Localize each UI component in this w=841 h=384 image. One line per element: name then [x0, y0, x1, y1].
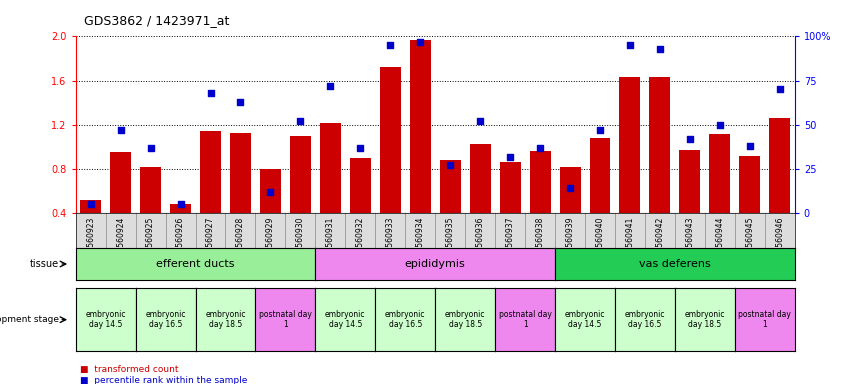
Point — [294, 118, 307, 124]
Text: GSM560941: GSM560941 — [626, 217, 634, 263]
Bar — [680, 150, 701, 257]
Text: GSM560940: GSM560940 — [595, 217, 605, 263]
Point — [593, 127, 606, 133]
Text: GSM560926: GSM560926 — [176, 217, 185, 263]
Bar — [410, 40, 431, 257]
Text: GSM560928: GSM560928 — [236, 217, 245, 263]
Point — [743, 143, 757, 149]
Text: embryonic
day 14.5: embryonic day 14.5 — [325, 310, 366, 329]
Text: GSM560945: GSM560945 — [745, 217, 754, 263]
Text: GSM560927: GSM560927 — [206, 217, 215, 263]
Point — [563, 185, 577, 192]
Text: GSM560936: GSM560936 — [476, 217, 484, 263]
Text: GSM560925: GSM560925 — [146, 217, 155, 263]
Bar — [140, 167, 161, 257]
Point — [383, 42, 397, 48]
Bar — [380, 68, 401, 257]
Text: GSM560937: GSM560937 — [505, 217, 515, 263]
Point — [683, 136, 696, 142]
Bar — [469, 144, 490, 257]
Text: efferent ducts: efferent ducts — [156, 259, 235, 269]
Text: GDS3862 / 1423971_at: GDS3862 / 1423971_at — [84, 14, 230, 27]
Text: GSM560931: GSM560931 — [325, 217, 335, 263]
Text: ■  percentile rank within the sample: ■ percentile rank within the sample — [80, 376, 247, 384]
Text: GSM560944: GSM560944 — [716, 217, 724, 263]
Bar — [530, 151, 551, 257]
Point — [114, 127, 127, 133]
Point — [653, 46, 667, 52]
Point — [264, 189, 278, 195]
Text: GSM560932: GSM560932 — [356, 217, 365, 263]
Point — [174, 201, 188, 207]
Text: GSM560939: GSM560939 — [565, 217, 574, 263]
Bar — [500, 162, 521, 257]
Text: GSM560943: GSM560943 — [685, 217, 695, 263]
Text: postnatal day
1: postnatal day 1 — [738, 310, 791, 329]
Point — [204, 90, 217, 96]
Point — [533, 145, 547, 151]
Point — [773, 86, 786, 93]
Text: GSM560942: GSM560942 — [655, 217, 664, 263]
Point — [504, 154, 517, 160]
Point — [234, 99, 247, 105]
Text: GSM560929: GSM560929 — [266, 217, 275, 263]
Text: GSM560933: GSM560933 — [386, 217, 394, 263]
Bar — [170, 204, 191, 257]
Text: embryonic
day 18.5: embryonic day 18.5 — [445, 310, 485, 329]
Bar — [590, 138, 611, 257]
Text: embryonic
day 18.5: embryonic day 18.5 — [205, 310, 246, 329]
Text: GSM560935: GSM560935 — [446, 217, 455, 263]
Text: GSM560930: GSM560930 — [296, 217, 305, 263]
Text: embryonic
day 18.5: embryonic day 18.5 — [685, 310, 725, 329]
Bar — [770, 118, 791, 257]
Text: embryonic
day 14.5: embryonic day 14.5 — [565, 310, 606, 329]
Point — [144, 145, 157, 151]
Bar — [260, 169, 281, 257]
Text: ■  transformed count: ■ transformed count — [80, 365, 178, 374]
Point — [443, 162, 457, 169]
Point — [324, 83, 337, 89]
Text: GSM560938: GSM560938 — [536, 217, 545, 263]
Text: epididymis: epididymis — [405, 259, 466, 269]
Point — [414, 39, 427, 45]
Text: postnatal day
1: postnatal day 1 — [499, 310, 552, 329]
Bar — [739, 156, 760, 257]
Bar — [290, 136, 311, 257]
Text: development stage: development stage — [0, 315, 59, 324]
Text: embryonic
day 16.5: embryonic day 16.5 — [385, 310, 426, 329]
Bar — [649, 77, 670, 257]
Bar — [440, 160, 461, 257]
Bar — [200, 131, 221, 257]
Text: GSM560946: GSM560946 — [775, 217, 785, 263]
Bar — [709, 134, 730, 257]
Bar — [80, 200, 101, 257]
Text: vas deferens: vas deferens — [639, 259, 711, 269]
Bar — [350, 158, 371, 257]
Bar — [620, 77, 641, 257]
Bar — [230, 132, 251, 257]
Text: tissue: tissue — [29, 259, 59, 269]
Text: embryonic
day 16.5: embryonic day 16.5 — [625, 310, 665, 329]
Text: GSM560923: GSM560923 — [86, 217, 95, 263]
Bar — [110, 152, 131, 257]
Text: GSM560934: GSM560934 — [415, 217, 425, 263]
Bar — [320, 122, 341, 257]
Text: GSM560924: GSM560924 — [116, 217, 125, 263]
Point — [353, 145, 367, 151]
Text: embryonic
day 16.5: embryonic day 16.5 — [145, 310, 186, 329]
Bar — [559, 167, 580, 257]
Point — [713, 122, 727, 128]
Text: postnatal day
1: postnatal day 1 — [259, 310, 312, 329]
Point — [84, 201, 98, 207]
Point — [623, 42, 637, 48]
Point — [473, 118, 487, 124]
Text: embryonic
day 14.5: embryonic day 14.5 — [86, 310, 126, 329]
